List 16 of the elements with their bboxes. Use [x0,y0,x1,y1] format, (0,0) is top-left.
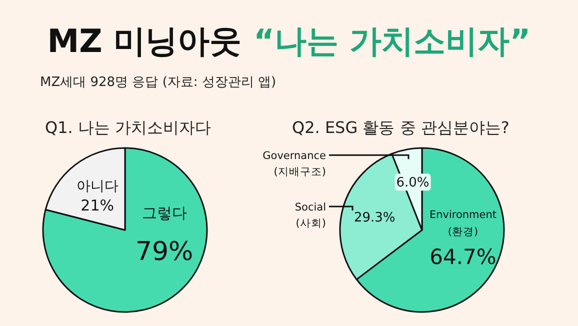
slice-label: Environment (환경) [429,209,497,238]
data-label: 6.0% [396,176,430,191]
data-label: 79% [135,237,194,267]
chart-title: Q1. 나는 가치소비자다 [45,118,212,137]
chart-title: Q2. ESG 활동 중 관심분야는? [292,118,510,137]
text: MZ 미닝아웃 [47,22,242,60]
data-label: 29.3% [354,210,396,226]
text: MZ세대 928명 응답 (자료: 성장관리 앱) [40,75,276,90]
slice-label: 그렇다 [142,204,187,222]
slice-label: Governance (지배구조) [262,150,326,178]
slice-label: 아니다 [76,178,118,194]
data-label: 21% [80,196,114,214]
slice-label: Social (사회) [294,202,326,230]
pie-slice [42,147,208,313]
data-label: 64.7% [430,245,496,269]
text: “나는 가치소비자” [253,22,531,60]
